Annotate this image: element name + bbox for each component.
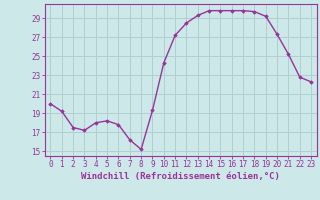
X-axis label: Windchill (Refroidissement éolien,°C): Windchill (Refroidissement éolien,°C) bbox=[81, 172, 280, 181]
